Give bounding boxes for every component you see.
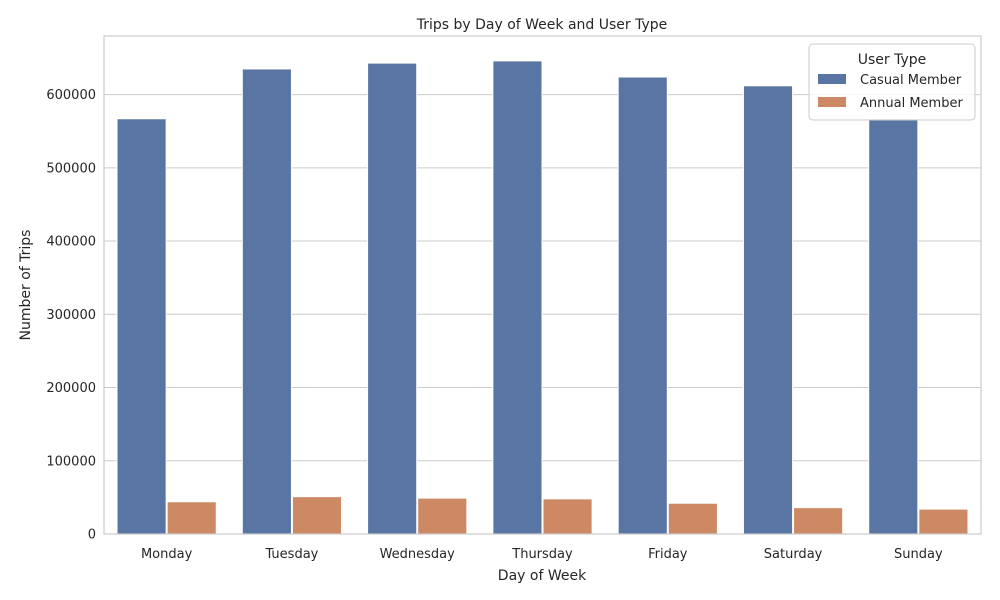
bar-annual-member-sunday [918, 508, 969, 535]
x-tick-label: Saturday [764, 547, 823, 562]
bar-casual-member-saturday [742, 85, 794, 535]
legend-label-annual-member: Annual Member [860, 96, 963, 111]
y-tick-label: 300000 [46, 308, 96, 323]
bar-annual-member-saturday [793, 507, 844, 535]
x-tick-label: Friday [648, 547, 688, 562]
y-tick-label: 400000 [46, 235, 96, 250]
y-axis-label: Number of Trips [18, 230, 34, 341]
legend-label-casual-member: Casual Member [860, 73, 962, 88]
x-axis-ticks: Monday Tuesday Wednesday Thursday Friday Satu… [141, 547, 943, 562]
x-tick-label: Wednesday [380, 547, 456, 562]
bar-annual-member-thursday [542, 498, 593, 535]
x-tick-label: Tuesday [264, 547, 318, 562]
bar-casual-member-monday [116, 118, 167, 535]
chart-title: Trips by Day of Week and User Type [416, 17, 668, 33]
bar-casual-member-wednesday [367, 62, 418, 535]
legend-swatch-annual-member [818, 97, 846, 107]
y-tick-label: 500000 [46, 161, 96, 176]
plot-frame [103, 35, 982, 535]
x-tick-label: Sunday [894, 547, 943, 562]
bar-casual-member-friday [617, 76, 668, 535]
y-tick-label: 100000 [46, 454, 96, 469]
x-tick-label: Monday [141, 547, 193, 562]
bar-annual-member-monday [166, 501, 217, 535]
legend-box [808, 43, 976, 121]
bars [116, 60, 969, 535]
y-tick-label: 600000 [46, 88, 96, 103]
y-tick-label: 0 [88, 528, 96, 543]
bar-casual-member-sunday [868, 118, 919, 535]
bar-annual-member-friday [667, 502, 718, 535]
legend-swatch-casual-member [818, 74, 846, 84]
x-axis-label: Day of Week [498, 568, 587, 584]
y-tick-label: 200000 [46, 381, 96, 396]
legend-title: User Type [858, 52, 927, 68]
x-tick-label: Thursday [511, 547, 573, 562]
bar-casual-member-thursday [492, 60, 543, 535]
bar-annual-member-wednesday [417, 497, 468, 535]
legend: User Type Casual Member Annual Member [808, 43, 976, 121]
bar-annual-member-tuesday [291, 496, 343, 535]
bar-casual-member-tuesday [241, 68, 292, 535]
y-axis-ticks: 0 100000 200000 300000 400000 500000 600000 [46, 88, 96, 542]
